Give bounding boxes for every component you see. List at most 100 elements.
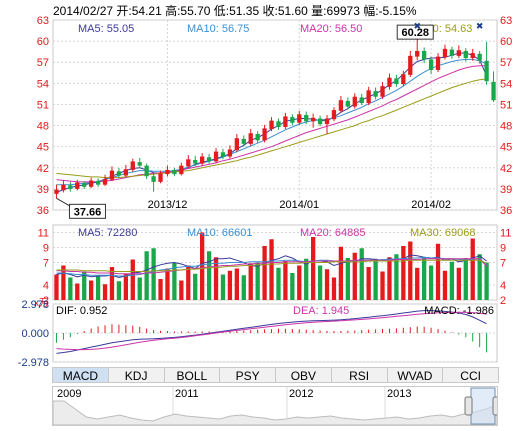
volume-bar xyxy=(435,243,441,300)
date-label: 2014/02 xyxy=(411,199,451,211)
candle-body xyxy=(415,50,420,57)
price-tick-left: 51 xyxy=(37,99,49,111)
volume-bar xyxy=(82,271,87,300)
price-tick-left: 63 xyxy=(37,15,49,27)
candle-body xyxy=(262,128,267,141)
volume-ma-label: MA20: 64885 xyxy=(300,227,365,239)
candle-body xyxy=(255,134,260,141)
tab-wvad[interactable]: WVAD xyxy=(386,367,444,383)
volume-bar xyxy=(54,274,59,300)
navigator-left-handle[interactable] xyxy=(464,396,473,416)
volume-bar xyxy=(193,273,198,300)
candle-body xyxy=(297,114,302,123)
high-price-box xyxy=(396,24,434,40)
volume-bar xyxy=(206,251,212,300)
volume-ma-label: MA5: 72280 xyxy=(78,227,137,239)
price-panel-frame xyxy=(52,19,498,211)
candle-body xyxy=(345,100,350,107)
tab-kdj[interactable]: KDJ xyxy=(107,367,165,383)
price-tick-left: 45 xyxy=(37,142,49,154)
candle-body xyxy=(89,180,94,187)
candle-body xyxy=(491,81,496,101)
candle-body xyxy=(394,78,399,85)
volume-bar xyxy=(248,263,253,300)
low-price-annotation: 37.66 xyxy=(74,206,102,218)
candle-body xyxy=(68,185,73,189)
candle-body xyxy=(338,100,344,111)
tab-obv[interactable]: OBV xyxy=(275,367,332,383)
candle-body xyxy=(269,120,274,130)
navigator-year-label: 2012 xyxy=(289,388,314,400)
price-tick-right: 36 xyxy=(500,205,512,217)
price-ma30-line xyxy=(56,78,487,179)
candle-body xyxy=(366,90,371,104)
volume-bar xyxy=(165,268,170,300)
volume-bar xyxy=(144,251,149,300)
macd-dea-label: DEA: 1.945 xyxy=(293,305,349,317)
volume-bar xyxy=(276,267,281,300)
candle-body xyxy=(304,115,309,122)
price-ma-label: MA20: 56.50 xyxy=(300,23,362,35)
volume-bar xyxy=(428,265,434,300)
candle-body xyxy=(435,56,441,70)
volume-tick-right: 2 xyxy=(500,295,506,307)
volume-tick-right: 4 xyxy=(500,280,506,292)
volume-bar xyxy=(241,275,246,300)
volume-bar xyxy=(213,257,219,300)
navigator-year-label: 2009 xyxy=(57,388,82,400)
volume-ma30-line xyxy=(56,259,487,272)
candle-body xyxy=(123,169,128,176)
candle-body xyxy=(449,49,455,56)
volume-bar xyxy=(380,271,385,300)
volume-bar xyxy=(186,265,191,300)
event-marker-icon[interactable]: ✖ xyxy=(476,21,484,31)
candle-body xyxy=(109,170,115,180)
candle-body xyxy=(82,183,87,187)
candle-body xyxy=(484,60,489,82)
tab-boll[interactable]: BOLL xyxy=(163,367,221,383)
volume-bar xyxy=(89,280,94,300)
candle-body xyxy=(477,53,482,61)
price-ma10-line xyxy=(56,58,487,186)
volume-ma-label: MA30: 69068 xyxy=(410,227,475,239)
volume-tick-right: 11 xyxy=(500,228,511,240)
volume-bar xyxy=(387,257,392,300)
volume-bar xyxy=(345,258,350,300)
tab-cci[interactable]: CCI xyxy=(442,367,499,383)
event-marker-icon[interactable]: ✖ xyxy=(413,21,421,31)
candle-body xyxy=(331,110,337,120)
low-price-pointer xyxy=(56,197,71,207)
price-tick-left: 57 xyxy=(37,57,49,69)
volume-bar xyxy=(227,270,233,300)
tab-rsi[interactable]: RSI xyxy=(330,367,388,383)
volume-bar xyxy=(422,257,427,300)
candle-body xyxy=(456,50,461,56)
price-ma-label: MA5: 55.05 xyxy=(78,23,134,35)
macd-tick-left: 0.000 xyxy=(21,328,49,340)
volume-tick-left: 11 xyxy=(38,228,49,240)
candle-body xyxy=(61,184,66,191)
price-tick-left: 42 xyxy=(37,163,49,175)
volume-bar xyxy=(283,261,288,300)
candle-body xyxy=(352,96,357,107)
tab-psy[interactable]: PSY xyxy=(219,367,276,383)
navigator-selection-window[interactable] xyxy=(470,387,496,425)
quote-summary-header: 2014/02/27 开:54.21 高:55.70 低:51.35 收:51.… xyxy=(53,4,417,18)
candle-body xyxy=(283,116,288,127)
volume-tick-left: 7 xyxy=(43,258,49,270)
tab-macd[interactable]: MACD xyxy=(52,367,109,383)
candle-body xyxy=(220,152,226,157)
volume-tick-left: 4 xyxy=(43,280,49,292)
volume-bar xyxy=(95,276,101,300)
candle-body xyxy=(387,77,392,87)
candle-body xyxy=(248,133,253,144)
navigator-right-handle[interactable] xyxy=(492,396,497,416)
volume-tick-left: 9 xyxy=(43,243,49,255)
candle-body xyxy=(317,118,323,125)
volume-bar xyxy=(352,252,357,300)
candle-body xyxy=(311,117,316,122)
volume-tick-left: 2 xyxy=(43,295,49,307)
time-range-navigator[interactable]: 2009 2011 2012 2013 xyxy=(52,386,498,426)
volume-bar xyxy=(269,239,274,300)
volume-bar xyxy=(470,238,475,300)
